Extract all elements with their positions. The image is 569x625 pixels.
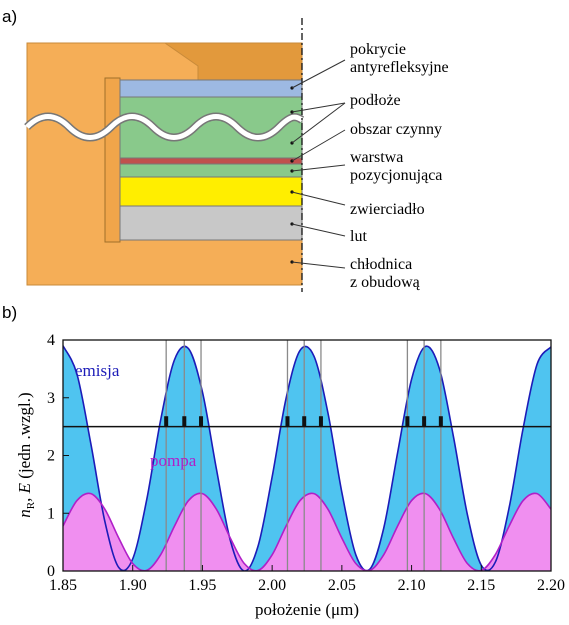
device-diagram: pokrycie antyrefleksyjne podłoże obszar … [24,18,449,292]
x-tick-label: 2.05 [328,577,356,594]
y-tick-label: 2 [47,448,55,465]
plot-area [63,340,551,571]
solder [119,205,303,241]
layer-label: obszar czynny [350,121,442,138]
well-index [199,416,204,427]
active-region [119,157,303,165]
y-label-part: n [15,509,34,518]
mirror [119,176,303,207]
y-tick-label: 3 [47,390,55,407]
ar-coating [119,79,303,98]
positioning-layer [119,163,303,178]
x-axis-label: położenie (μm) [255,600,359,619]
series-label: emisja [75,361,120,380]
x-tick-label: 2.10 [398,577,426,594]
area [63,493,551,571]
leader-lines [291,59,346,269]
panel-label: b) [2,303,17,322]
y-label-part: , [15,493,34,502]
layer-label: zwierciadło [350,201,425,218]
well-index [285,416,290,427]
series-label: pompa [150,451,197,470]
x-tick-label: 2.20 [537,577,565,594]
well-index [182,416,187,427]
line [63,345,551,571]
y-label-part: R [25,501,37,509]
layer-label: lut [350,228,367,245]
axes: 1.85 1.90 1.95 2.00 2.05 2.10 2.15 2.20 0 1 2 3 4 [47,332,565,594]
well-index [164,416,169,427]
layer-label: pokrycie [350,41,406,58]
layer-label: z obudową [350,274,421,291]
x-tick-label: 2.00 [258,577,286,594]
holder [104,77,121,243]
layer-label: antyrefleksyjne [350,59,449,76]
layer-label: podłoże [350,92,401,109]
layer-label: chłodnica [350,256,412,273]
well-index [302,416,307,427]
y-tick-label: 1 [47,505,55,522]
y-label-part: E [15,482,34,494]
well-index [318,416,323,427]
y-label-part: (jedn .wzgl.) [15,392,34,483]
y-tick-label: 0 [47,563,55,580]
panel-label: a) [2,7,17,26]
y-tick-label: 4 [47,332,55,349]
well-index [422,416,427,427]
layer-labels: pokrycie antyrefleksyjne podłoże obszar … [350,41,449,291]
x-tick-label: 1.95 [188,577,216,594]
well-index [438,416,443,427]
well-index [405,416,410,427]
break [25,114,304,140]
layer-label: pozycjonująca [350,167,442,184]
x-tick-label: 1.90 [119,577,147,594]
layer-label: warstwa [350,149,403,166]
x-tick-label: 1.85 [49,577,77,594]
y-axis-label: nR, E (jedn .wzgl.) [15,392,37,517]
x-tick-label: 2.15 [467,577,495,594]
